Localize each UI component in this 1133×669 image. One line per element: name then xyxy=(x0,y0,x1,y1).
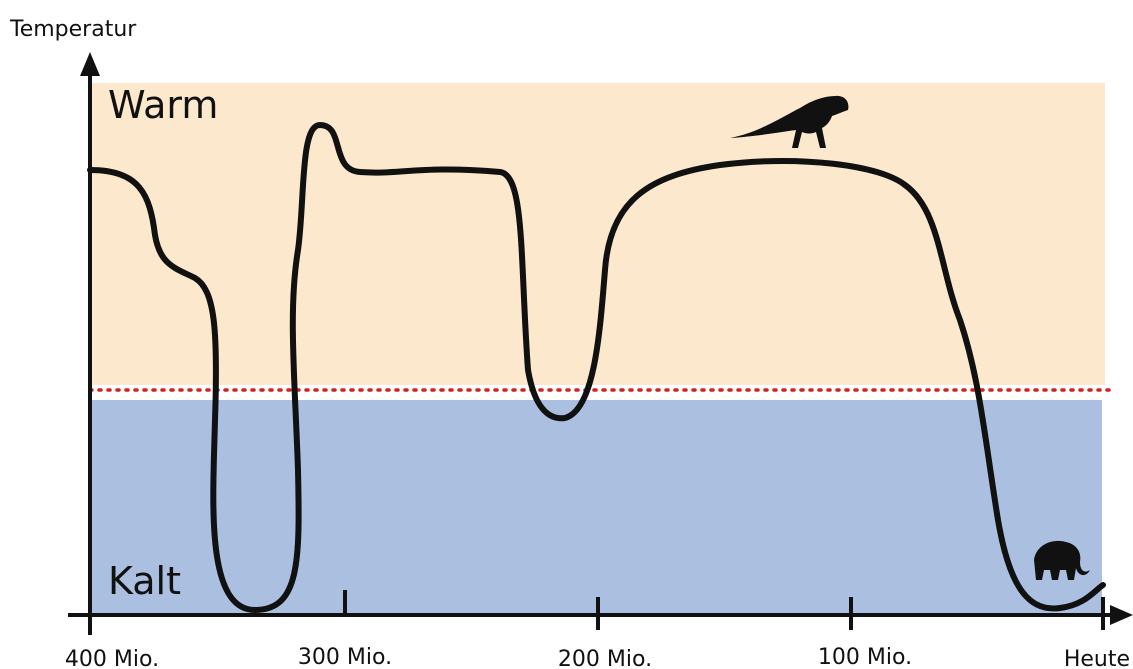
x-axis-arrow xyxy=(1110,605,1133,625)
y-axis-arrow xyxy=(80,52,100,76)
x-tick-label: Heute xyxy=(1064,647,1130,669)
x-tick-label: 400 Mio. xyxy=(65,647,159,669)
x-tick-label: 200 Mio. xyxy=(558,647,652,669)
diagram: Temperatur Warm Kalt 400 Mio. 300 Mio. 2… xyxy=(0,0,1133,669)
cold-label: Kalt xyxy=(108,559,181,603)
cold-region xyxy=(90,400,1102,615)
page: Temperatur Warm Kalt 400 Mio. 300 Mio. 2… xyxy=(0,0,1133,669)
x-tick-label: 300 Mio. xyxy=(298,645,392,669)
y-axis-label: Temperatur xyxy=(9,17,137,42)
x-tick-label: 100 Mio. xyxy=(818,645,912,669)
warm-label: Warm xyxy=(108,83,218,127)
